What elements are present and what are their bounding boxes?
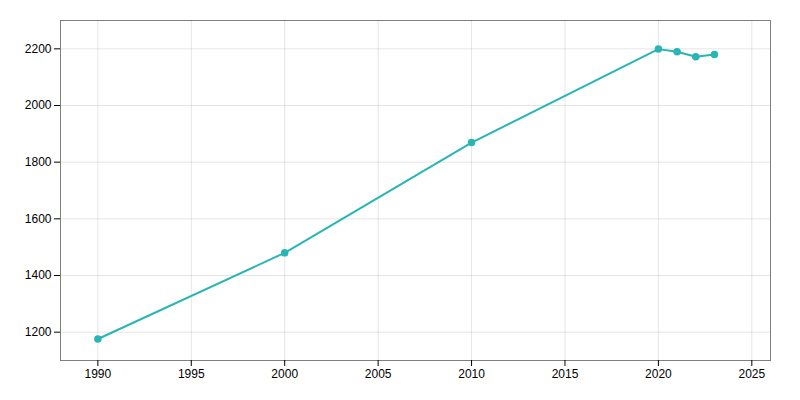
svg-text:2010: 2010 [458,367,485,381]
svg-text:2015: 2015 [552,367,579,381]
svg-text:1990: 1990 [85,367,112,381]
svg-text:2200: 2200 [25,42,52,56]
svg-text:1600: 1600 [25,212,52,226]
svg-text:2005: 2005 [365,367,392,381]
svg-text:2025: 2025 [738,367,765,381]
svg-text:1995: 1995 [178,367,205,381]
svg-text:1200: 1200 [25,325,52,339]
svg-text:1800: 1800 [25,155,52,169]
svg-text:1400: 1400 [25,268,52,282]
svg-text:2000: 2000 [25,98,52,112]
svg-text:2000: 2000 [271,367,298,381]
svg-text:2020: 2020 [645,367,672,381]
